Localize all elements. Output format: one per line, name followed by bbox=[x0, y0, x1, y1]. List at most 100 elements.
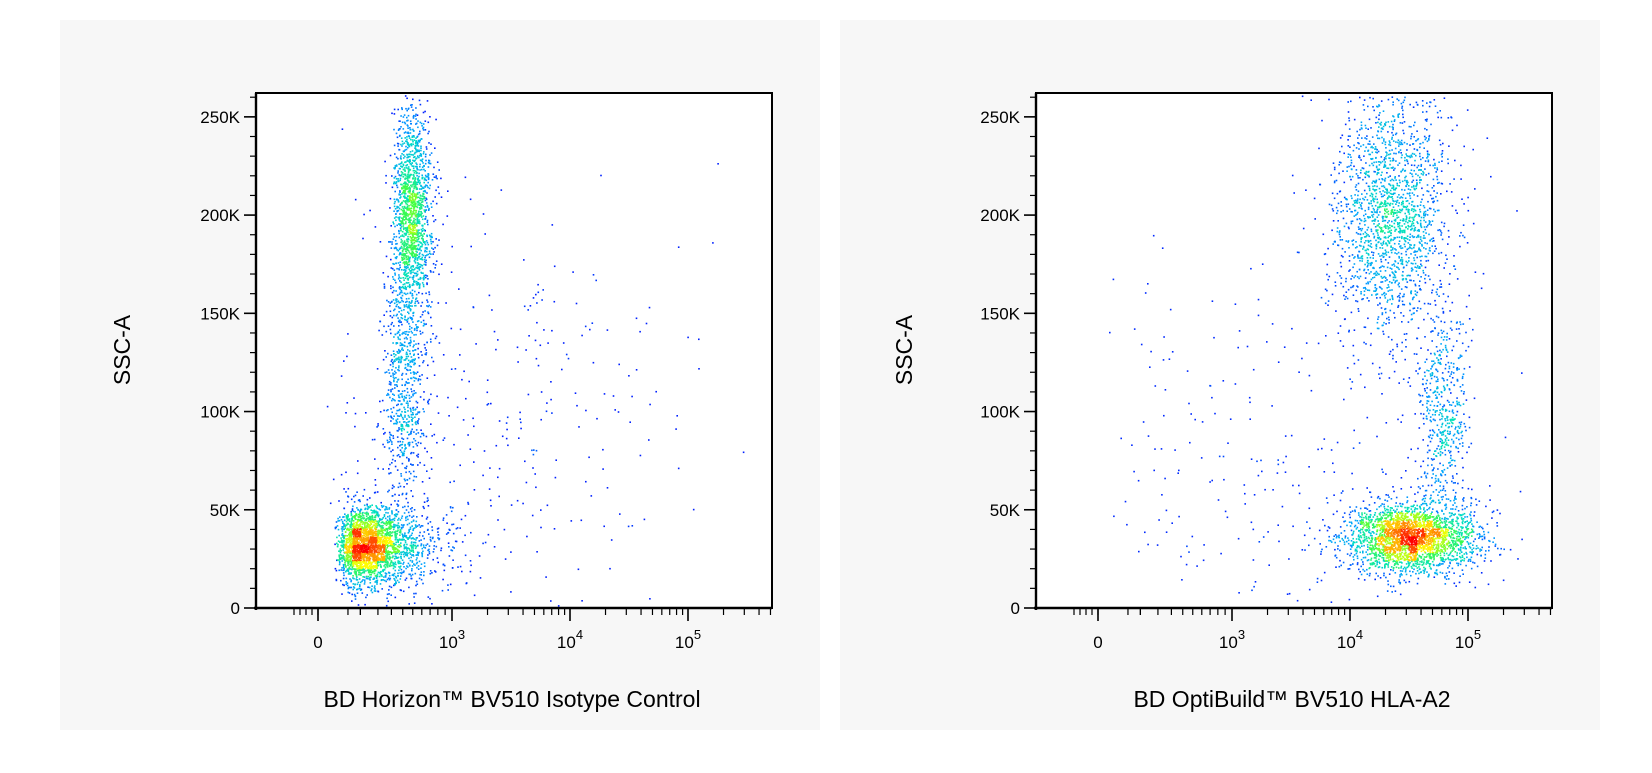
panel-1-event-dot bbox=[459, 527, 461, 529]
panel-1-event-dot bbox=[430, 457, 433, 459]
panel-1-event-dot bbox=[384, 350, 386, 352]
panel-1-event-dot bbox=[401, 210, 404, 212]
panel-1-event-dot bbox=[464, 176, 467, 179]
panel-1-event-dot bbox=[419, 181, 421, 184]
panel-1-event-dot bbox=[404, 268, 406, 271]
panel-1-event-dot bbox=[336, 525, 339, 527]
panel-1-event-dot bbox=[357, 509, 360, 511]
panel-1-event-dot bbox=[403, 121, 406, 124]
panel-1-event-dot bbox=[416, 136, 418, 138]
panel-1-event-dot bbox=[435, 118, 437, 121]
panel-1-event-dot bbox=[408, 144, 410, 147]
panel-1-event-dot bbox=[428, 250, 431, 253]
panel-1-event-dot bbox=[351, 538, 354, 540]
panel-1-event-dot bbox=[464, 534, 466, 537]
panel-1-event-dot bbox=[391, 267, 394, 270]
panel-1-event-dot bbox=[375, 540, 378, 542]
panel-1-event-dot bbox=[434, 219, 437, 221]
panel-1-event-dot bbox=[411, 268, 414, 271]
panel-1-event-dot bbox=[409, 537, 411, 539]
panel-1-event-dot bbox=[423, 276, 425, 279]
panel-1-event-dot bbox=[399, 544, 402, 547]
panel-1-event-dot bbox=[398, 366, 400, 369]
panel-1-event-dot bbox=[409, 291, 412, 294]
panel-1-event-dot bbox=[388, 538, 391, 540]
panel-1-event-dot bbox=[349, 552, 352, 554]
panel-1-event-dot bbox=[404, 222, 407, 225]
panel-1-event-dot bbox=[395, 219, 397, 222]
panel-1-event-dot bbox=[363, 570, 366, 573]
panel-1-event-dot bbox=[416, 327, 418, 330]
panel-1-event-dot bbox=[390, 525, 392, 528]
panel-1-event-dot bbox=[405, 548, 408, 550]
panel-1-event-dot bbox=[402, 248, 405, 251]
panel-1-event-dot bbox=[437, 531, 439, 533]
panel-1-event-dot bbox=[393, 577, 395, 580]
panel-1-event-dot bbox=[430, 152, 433, 154]
panel-1-event-dot bbox=[395, 372, 397, 374]
panel-1-event-dot bbox=[393, 373, 396, 375]
panel-1-event-dot bbox=[397, 500, 400, 502]
panel-1-event-dot bbox=[400, 277, 402, 279]
panel-1-event-dot bbox=[375, 524, 378, 526]
panel-1-event-dot bbox=[368, 506, 370, 509]
panel-1-event-dot bbox=[368, 571, 371, 574]
panel-1-event-dot bbox=[396, 548, 399, 551]
panel-1-event-dot bbox=[425, 435, 428, 438]
panel-1-event-dot bbox=[643, 518, 646, 521]
panel-1-event-dot bbox=[432, 215, 434, 217]
panel-1-event-dot bbox=[416, 259, 419, 261]
panel-1-event-dot bbox=[361, 557, 363, 559]
panel-1-event-dot bbox=[397, 545, 400, 548]
panel-1-event-dot bbox=[418, 375, 421, 377]
panel-1-event-dot bbox=[419, 165, 421, 168]
panel-1-event-dot bbox=[421, 199, 424, 201]
panel-1-event-dot bbox=[415, 545, 418, 548]
panel-1-event-dot bbox=[398, 149, 401, 151]
panel-1-event-dot bbox=[428, 533, 430, 535]
panel-1-event-dot bbox=[349, 555, 351, 558]
panel-1-event-dot bbox=[416, 371, 419, 373]
panel-1-event-dot bbox=[409, 526, 412, 529]
panel-1-event-dot bbox=[371, 550, 373, 552]
panel-1-event-dot bbox=[387, 301, 390, 303]
panel-1-event-dot bbox=[410, 534, 413, 536]
panel-1-event-dot bbox=[432, 253, 434, 255]
panel-1-event-dot bbox=[341, 128, 344, 130]
panel-1-event-dot bbox=[406, 120, 408, 122]
panel-1-event-dot bbox=[362, 565, 365, 568]
panel-1-event-dot bbox=[403, 191, 406, 194]
panel-1-event-dot bbox=[540, 391, 543, 393]
panel-1-event-dot bbox=[339, 548, 342, 550]
panel-1-event-dot bbox=[409, 187, 411, 190]
panel-1-event-dot bbox=[430, 202, 432, 205]
panel-1-event-dot bbox=[370, 541, 373, 544]
panel-1-event-dot bbox=[406, 292, 409, 295]
panel-1-event-dot bbox=[424, 249, 426, 252]
panel-1-event-dot bbox=[432, 241, 434, 243]
panel-1-event-dot bbox=[374, 511, 376, 514]
panel-1-event-dot bbox=[342, 569, 344, 572]
panel-1-event-dot bbox=[435, 176, 437, 179]
panel-1-event-dot bbox=[482, 474, 484, 477]
panel-1-event-dot bbox=[392, 262, 394, 265]
panel-1-event-dot bbox=[347, 587, 350, 590]
panel-1-event-dot bbox=[370, 516, 373, 518]
panel-1-event-dot bbox=[405, 553, 407, 555]
panel-1-event-dot bbox=[410, 396, 413, 398]
panel-1-event-dot bbox=[393, 289, 395, 292]
panel-1-event-dot bbox=[410, 219, 412, 221]
panel-1-event-dot bbox=[400, 245, 403, 248]
panel-1-event-dot bbox=[394, 533, 397, 535]
panel-1-event-dot bbox=[398, 409, 400, 412]
panel-1-event-dot bbox=[407, 263, 410, 266]
panel-1-event-dot bbox=[364, 512, 366, 514]
panel-1-event-dot bbox=[388, 585, 391, 588]
panel-1-event-dot bbox=[416, 413, 418, 415]
panel-1-event-dot bbox=[405, 250, 408, 252]
panel-1-event-dot bbox=[421, 292, 424, 295]
panel-1-event-dot bbox=[427, 364, 429, 367]
panel-1-event-dot bbox=[383, 551, 386, 553]
panel-1-event-dot bbox=[405, 182, 407, 184]
panel-1-event-dot bbox=[394, 583, 397, 586]
